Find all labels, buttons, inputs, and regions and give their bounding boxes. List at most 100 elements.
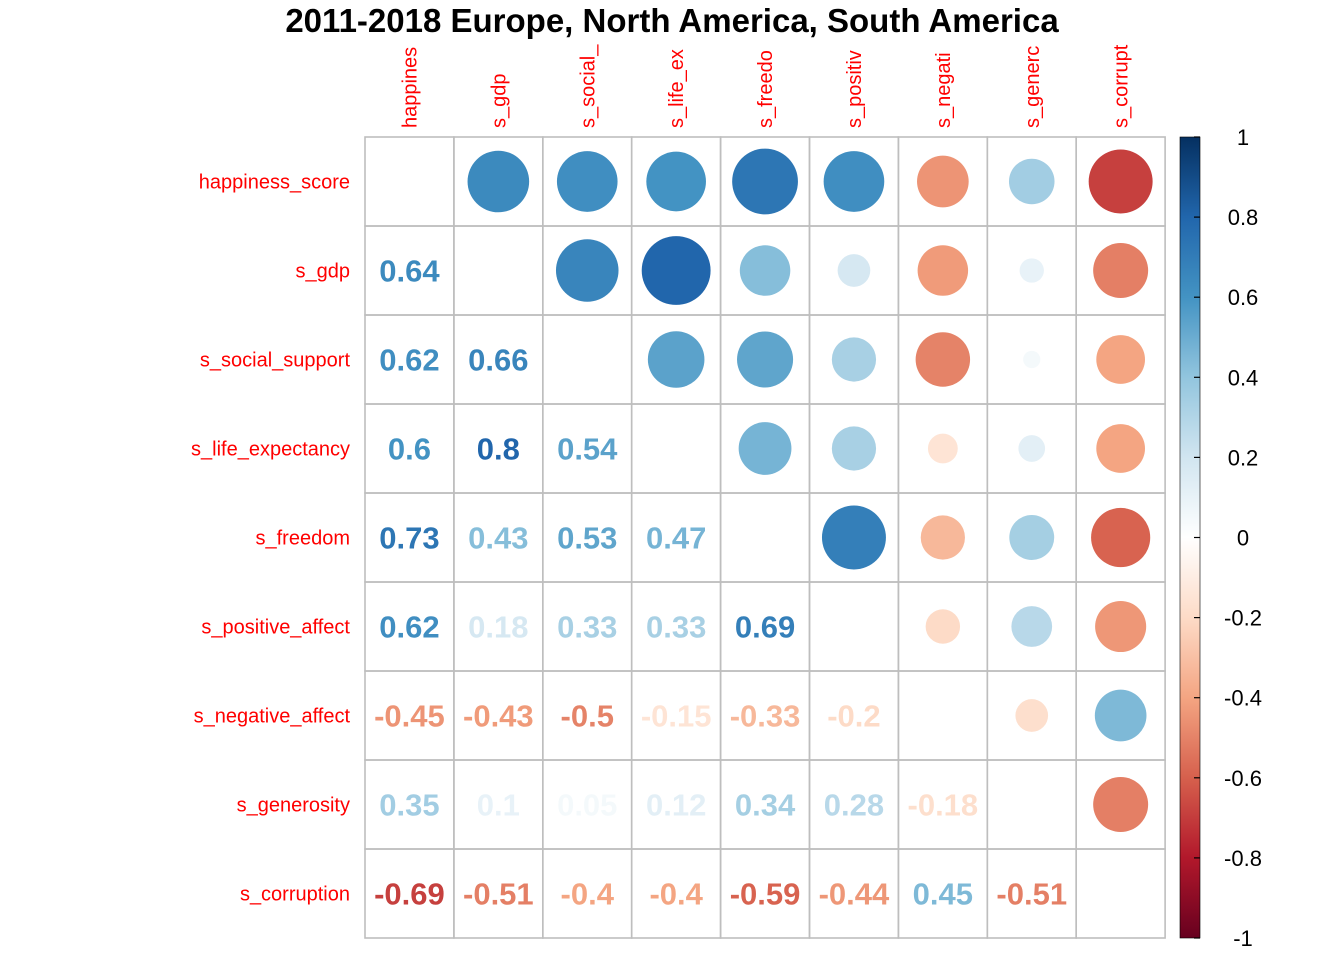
correlation-value: 0.18 <box>468 610 528 645</box>
chart-title: 2011-2018 Europe, North America, South A… <box>285 2 1059 39</box>
correlation-value: -0.44 <box>819 877 890 912</box>
correlation-value: -0.33 <box>730 699 801 734</box>
grid-cell <box>453 225 544 316</box>
correlation-circle <box>925 609 961 644</box>
correlation-circle <box>739 245 791 296</box>
row-label: s_life_expectancy <box>191 439 350 461</box>
correlation-value: -0.18 <box>908 788 979 823</box>
row-label: s_freedom <box>256 528 351 550</box>
correlation-circle <box>1091 507 1151 568</box>
colorbar-tick-label: -0.8 <box>1224 846 1262 871</box>
row-label: s_corruption <box>240 884 350 906</box>
grid-cell <box>541 314 633 405</box>
row-label: s_positive_affect <box>201 617 350 639</box>
correlation-circle <box>823 151 885 212</box>
column-label: s_social_ <box>577 44 599 128</box>
column-label: s_freedo <box>755 50 777 128</box>
correlation-value: 0.05 <box>557 788 617 823</box>
grid-cell <box>1075 848 1166 939</box>
correlation-value: 0.34 <box>735 788 796 823</box>
correlation-value: -0.69 <box>374 877 445 912</box>
correlation-value: -0.45 <box>374 699 445 734</box>
correlation-value: -0.4 <box>561 877 615 912</box>
correlation-value: 0.8 <box>477 432 520 467</box>
grid-cell <box>897 670 989 761</box>
correlation-value: 0.28 <box>824 788 884 823</box>
correlation-circle <box>1019 258 1044 283</box>
correlation-value: 0.33 <box>646 610 706 645</box>
correlation-circle <box>646 151 706 212</box>
colorbar-tick-label: -1 <box>1233 926 1253 951</box>
correlation-circle <box>927 433 958 464</box>
row-label: s_gdp <box>296 261 351 283</box>
row-label: s_generosity <box>237 795 350 817</box>
grid-cell <box>986 759 1077 850</box>
correlation-value: -0.5 <box>561 699 614 734</box>
correlation-value: 0.12 <box>646 788 706 823</box>
correlation-circle <box>467 150 530 213</box>
column-label: s_generc <box>1022 46 1044 128</box>
correlation-circle <box>1093 243 1149 298</box>
row-label: s_negative_affect <box>194 706 351 728</box>
correlation-circle <box>1096 335 1145 384</box>
correlation-circle <box>1096 424 1145 473</box>
grid-cell <box>808 581 900 672</box>
column-label: s_gdp <box>488 74 510 128</box>
correlation-circle <box>732 148 798 215</box>
correlation-value: 0.73 <box>379 521 439 556</box>
correlation-circle <box>641 236 711 305</box>
correlation-circle <box>1094 689 1147 742</box>
correlation-value: 0.53 <box>557 521 617 556</box>
correlation-circle <box>915 332 971 387</box>
colorbar-tick-label: 0.8 <box>1228 205 1259 230</box>
correlation-circle <box>647 331 705 388</box>
column-label: s_positiv <box>844 50 866 128</box>
correlation-circle <box>738 422 792 475</box>
correlation-value: 0.54 <box>557 432 618 467</box>
correlation-value: 0.47 <box>646 521 706 556</box>
colorbar-tick-label: 0 <box>1237 526 1249 551</box>
colorbar-tick-label: -0.2 <box>1224 606 1262 631</box>
correlation-circle <box>920 515 965 560</box>
correlation-value: -0.51 <box>996 877 1067 912</box>
correlation-value: -0.59 <box>730 877 801 912</box>
correlation-circle <box>1023 350 1041 369</box>
correlation-circle <box>831 337 877 382</box>
correlation-value: 0.35 <box>379 788 439 823</box>
correlation-value: 0.6 <box>388 432 431 467</box>
correlation-circle <box>1018 435 1046 462</box>
correlation-circle <box>1011 606 1053 647</box>
correlation-circle <box>917 245 969 296</box>
correlation-value: -0.51 <box>463 877 534 912</box>
colorbar-tick-label: 1 <box>1237 125 1249 150</box>
correlation-circle <box>556 151 618 212</box>
column-label: s_corrupt <box>1111 44 1133 128</box>
column-label: s_life_ex <box>666 49 688 128</box>
correlation-value: -0.43 <box>463 699 534 734</box>
row-label: s_social_support <box>200 350 351 372</box>
correlation-value: -0.4 <box>649 877 703 912</box>
colorbar-tick-label: 0.4 <box>1228 365 1259 390</box>
correlation-value: 0.33 <box>557 610 617 645</box>
correlation-circle <box>737 331 794 388</box>
column-label: happines <box>399 47 421 128</box>
correlation-value: 0.64 <box>379 254 440 289</box>
correlation-circle <box>1095 600 1147 653</box>
colorbar-tick-label: 0.6 <box>1228 285 1259 310</box>
colorbar-tick-label: 0.2 <box>1228 445 1259 470</box>
correlation-circle <box>1008 158 1055 205</box>
correlation-circle <box>917 155 969 208</box>
correlation-value: 0.66 <box>468 343 528 378</box>
correlation-circle <box>821 505 886 570</box>
grid-cell <box>630 403 722 494</box>
correlation-circle <box>831 426 877 471</box>
correlation-value: 0.43 <box>468 521 528 556</box>
correlation-value: 0.1 <box>477 788 520 823</box>
correlation-circle <box>1088 149 1153 214</box>
grid-cell <box>364 136 455 227</box>
colorbar <box>1180 137 1200 938</box>
correlation-value: 0.62 <box>379 610 439 645</box>
correlation-value: 0.69 <box>735 610 795 645</box>
correlation-circle <box>1015 699 1049 732</box>
